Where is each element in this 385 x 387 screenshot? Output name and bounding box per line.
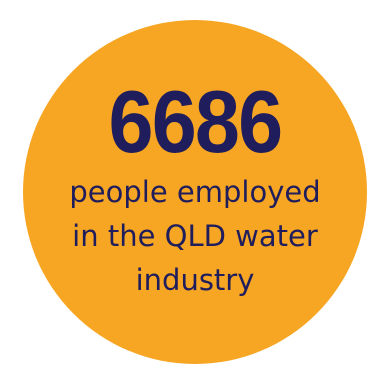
stat-caption-line: people employed	[69, 175, 321, 209]
stat-caption-line: in the QLD water	[72, 219, 318, 253]
stat-circle: 6686 people employed in the QLD water in…	[23, 20, 367, 364]
stat-caption-line: industry	[135, 263, 255, 297]
stat-caption: people employed in the QLD water industr…	[69, 170, 320, 302]
stat-number: 6686	[108, 72, 284, 171]
